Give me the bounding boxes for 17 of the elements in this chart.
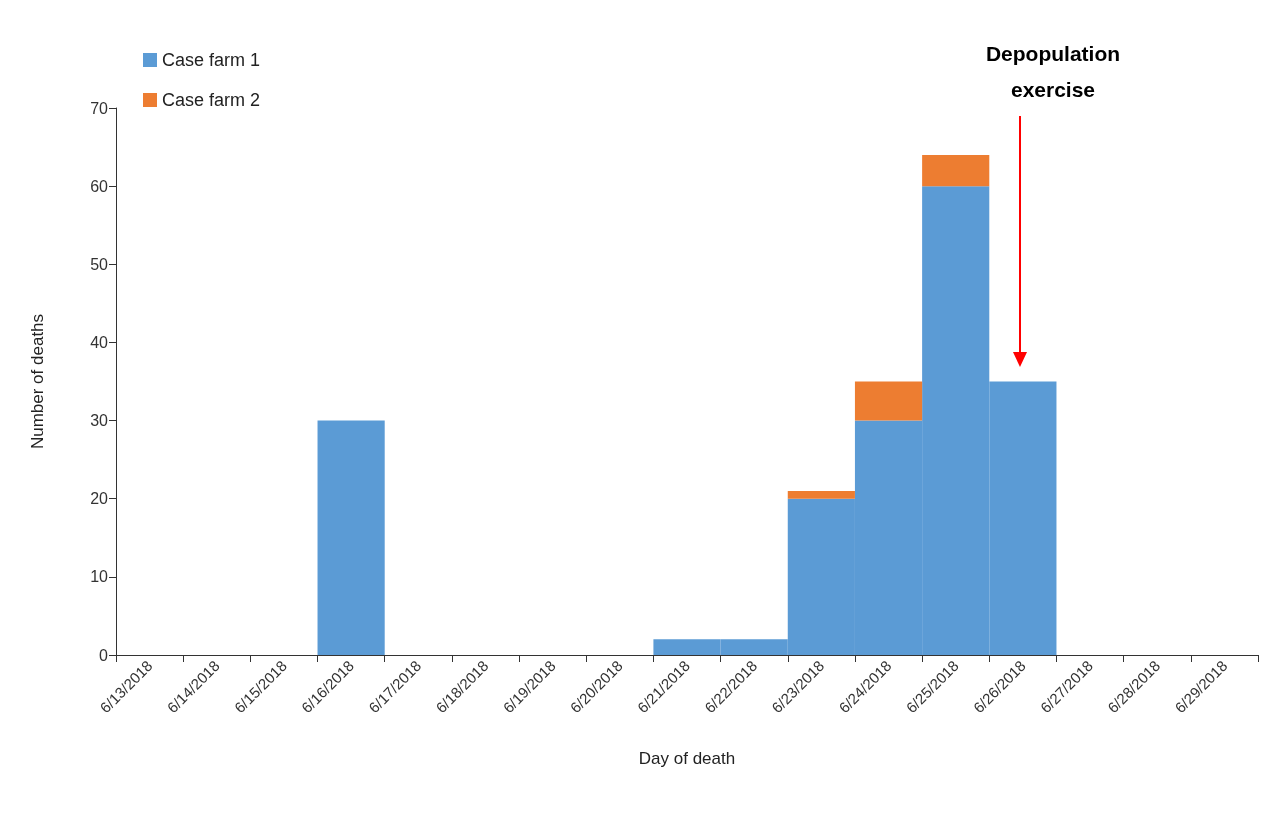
bar [787, 490, 855, 499]
y-tick-label: 20 [90, 490, 109, 508]
legend-label: Case farm 1 [162, 50, 261, 70]
text: Depopulation exercise [984, 41, 1122, 103]
y-tick-label: 60 [90, 177, 109, 195]
bar [854, 381, 923, 421]
bar [922, 154, 990, 187]
y-tick-label: 10 [90, 568, 109, 586]
bar [317, 420, 385, 655]
legend-label: Case farm 2 [162, 90, 261, 110]
y-tick-label: 70 [90, 99, 109, 117]
y-axis-title: Number of deaths [28, 313, 47, 450]
y-tick-label: 40 [90, 333, 109, 351]
x-axis-title: Day of death [638, 749, 736, 768]
y-tick-label: 50 [90, 255, 109, 273]
y-tick-label: 30 [90, 412, 109, 430]
y-tick-label: 0 [99, 646, 109, 664]
